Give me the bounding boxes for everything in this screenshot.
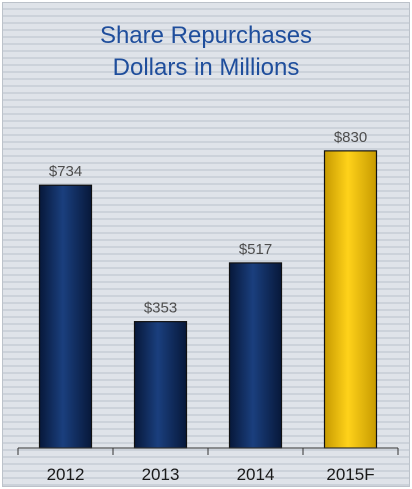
bar-2013: [133, 321, 188, 449]
x-tick-label-2013: 2013: [142, 465, 180, 484]
bar-2015f: [323, 150, 378, 449]
x-tick-label-2012: 2012: [47, 465, 85, 484]
chart-title: Share Repurchases: [99, 22, 313, 49]
data-label-2013: $353: [144, 300, 177, 317]
bar-2012: [38, 184, 93, 449]
data-label-2012: $734: [49, 163, 82, 180]
data-label-2015f: $830: [334, 129, 367, 146]
data-label-2014: $517: [239, 241, 272, 258]
chart-subtitle: Dollars in Millions: [112, 54, 300, 81]
bar-2014: [228, 262, 283, 449]
x-axis: [17, 447, 399, 455]
labels-layer: $734 2012 $353 2013 $517 2014 $830 2015F: [47, 129, 375, 484]
x-tick-label-2014: 2014: [237, 465, 275, 484]
bars-layer: [38, 150, 378, 449]
x-tick-label-2015f: 2015F: [326, 465, 374, 484]
